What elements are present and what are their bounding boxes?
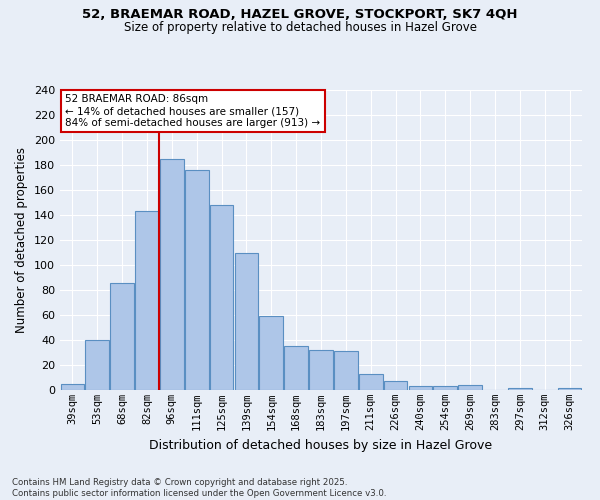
Bar [309, 350, 333, 390]
Bar [508, 388, 532, 390]
X-axis label: Distribution of detached houses by size in Hazel Grove: Distribution of detached houses by size … [149, 438, 493, 452]
Bar [85, 340, 109, 390]
Bar [558, 388, 581, 390]
Text: Contains HM Land Registry data © Crown copyright and database right 2025.
Contai: Contains HM Land Registry data © Crown c… [12, 478, 386, 498]
Y-axis label: Number of detached properties: Number of detached properties [16, 147, 28, 333]
Bar [210, 205, 233, 390]
Bar [160, 159, 184, 390]
Bar [458, 385, 482, 390]
Bar [185, 170, 209, 390]
Bar [61, 384, 84, 390]
Bar [259, 316, 283, 390]
Bar [334, 351, 358, 390]
Text: Size of property relative to detached houses in Hazel Grove: Size of property relative to detached ho… [124, 21, 476, 34]
Bar [409, 386, 432, 390]
Bar [433, 386, 457, 390]
Bar [110, 282, 134, 390]
Bar [135, 211, 159, 390]
Bar [235, 252, 258, 390]
Text: 52 BRAEMAR ROAD: 86sqm
← 14% of detached houses are smaller (157)
84% of semi-de: 52 BRAEMAR ROAD: 86sqm ← 14% of detached… [65, 94, 320, 128]
Bar [384, 381, 407, 390]
Text: 52, BRAEMAR ROAD, HAZEL GROVE, STOCKPORT, SK7 4QH: 52, BRAEMAR ROAD, HAZEL GROVE, STOCKPORT… [82, 8, 518, 20]
Bar [284, 346, 308, 390]
Bar [359, 374, 383, 390]
